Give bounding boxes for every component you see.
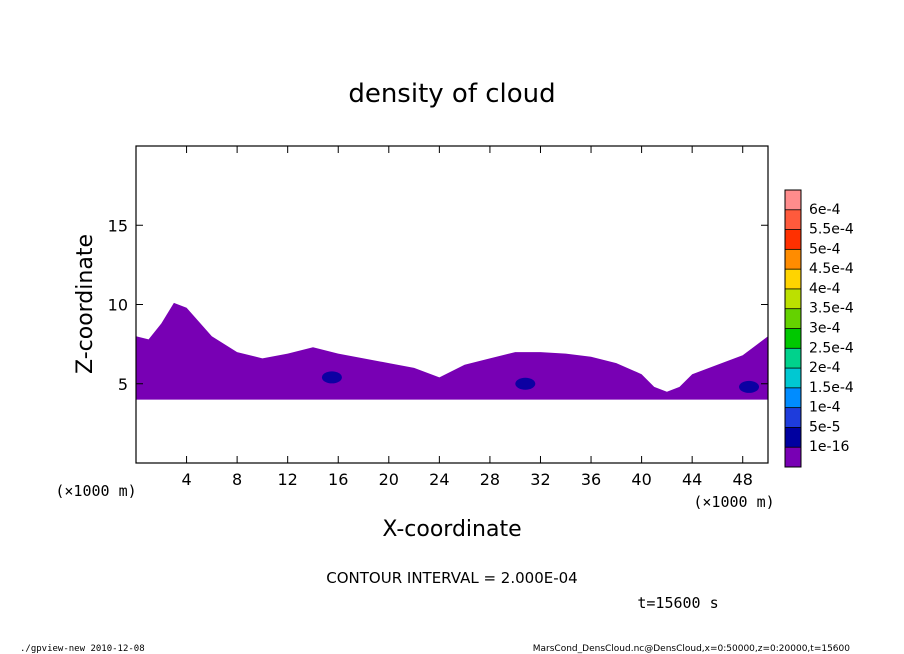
cloud-field [136,302,768,400]
x-tick-label: 8 [232,470,242,489]
colorbar-label: 2e-4 [809,360,841,376]
colorbar-label: 4e-4 [809,281,841,297]
colorbar-label: 1.5e-4 [809,380,854,396]
x-tick-label: 44 [682,470,702,489]
colorbar-swatch [785,209,801,230]
colorbar-label: 5e-5 [809,419,840,435]
y-axis-ticks: 5 10 15 [108,216,768,394]
colorbar-swatch [785,328,801,349]
colorbar-swatch [785,407,801,428]
colorbar-label: 3e-4 [809,321,841,337]
colorbar-label: 4.5e-4 [809,261,854,277]
x-axis-label: X-coordinate [382,517,521,542]
x-axis-unit: (×1000 m) [693,493,774,511]
colorbar-swatch [785,368,801,388]
y-axis-label: Z-coordinate [73,234,98,374]
x-tick-label: 28 [480,470,500,489]
y-tick-label: 5 [118,375,128,394]
colorbar-label: 2.5e-4 [809,340,854,356]
colorbar-label: 3.5e-4 [809,301,854,317]
x-tick-label: 48 [733,470,753,489]
colorbar-swatch [785,229,801,250]
x-tick-label: 32 [530,470,550,489]
y-tick-label: 15 [108,216,128,235]
colorbar-swatch [785,308,801,329]
x-tick-label: 36 [581,470,601,489]
cloud-maximum-patch [739,380,760,393]
colorbar: 6e-4 5.5e-4 5e-4 4.5e-4 4e-4 3.5e-4 3e-4 2.5e-4… [784,189,854,468]
colorbar-swatch [785,190,801,210]
plot-frame [135,145,769,464]
colorbar-swatch [785,348,801,369]
footer-left-text: ./gpview-new 2010-12-08 [20,644,145,654]
colorbar-label: 5.5e-4 [809,222,854,238]
x-tick-label: 12 [278,470,298,489]
x-tick-label: 20 [379,470,399,489]
cloud-region [136,302,768,400]
colorbar-swatch [785,288,801,309]
colorbar-swatch [785,269,801,289]
x-tick-label: 4 [181,470,191,489]
cloud-maximum-patch [515,377,536,390]
cloud-maxima [321,371,760,393]
chart-title: density of cloud [348,79,555,109]
cloud-maximum-patch [321,371,342,384]
colorbar-swatch [785,387,801,408]
y-tick-label: 10 [108,296,128,315]
colorbar-swatch [785,249,801,270]
x-tick-label: 24 [429,470,449,489]
colorbar-label: 1e-16 [809,439,849,455]
x-tick-label: 40 [631,470,651,489]
footer-right-text: MarsCond_DensCloud.nc@DensCloud,x=0:5000… [533,644,850,654]
time-stamp-text: t=15600 s [637,594,718,612]
colorbar-label: 5e-4 [809,241,841,257]
x-tick-label: 16 [328,470,348,489]
colorbar-label: 6e-4 [809,202,841,218]
y-axis-unit: (×1000 m) [55,482,136,500]
contour-interval-text: CONTOUR INTERVAL = 2.000E-04 [326,569,577,587]
colorbar-label: 1e-4 [809,400,841,416]
colorbar-swatch [785,447,801,467]
colorbar-swatch [785,427,801,448]
x-axis-ticks: 4 8 12 16 20 24 28 32 36 40 44 48 [181,146,753,489]
